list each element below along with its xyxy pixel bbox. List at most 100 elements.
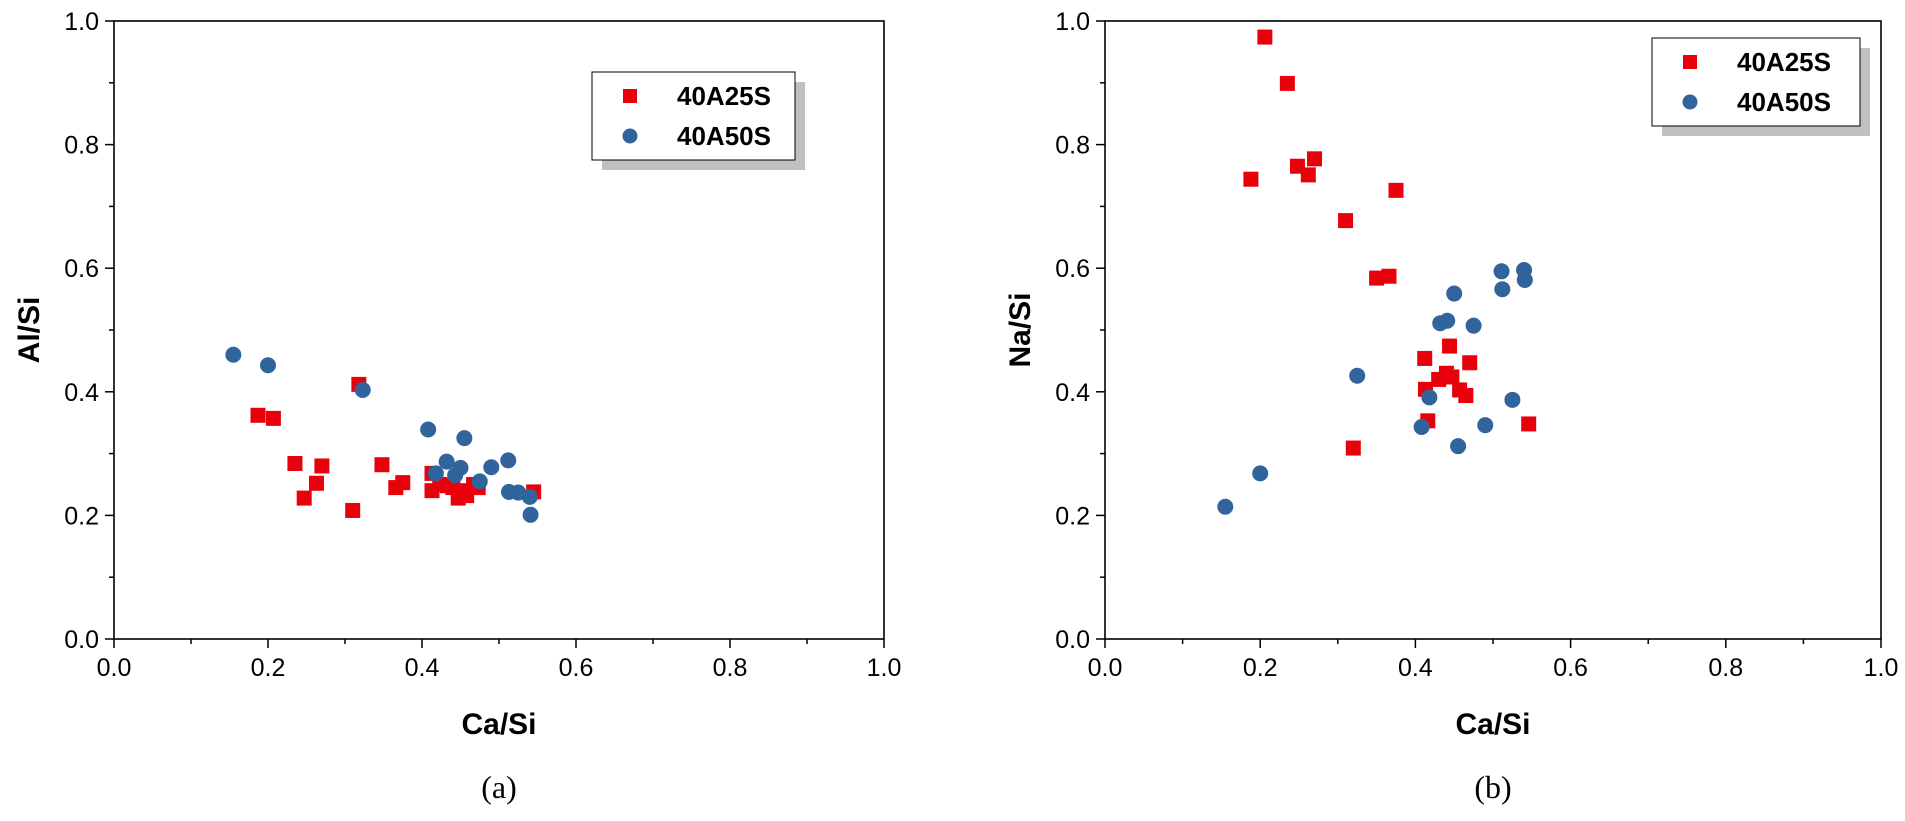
y-tick-label: 0.6 [64,255,99,283]
x-tick-label: 0.0 [97,654,132,682]
data-point-square [374,457,390,473]
series-40A50S [225,346,539,523]
data-point-circle [225,346,242,363]
y-tick-label: 1.0 [64,8,99,36]
data-point-square [395,475,411,491]
data-point-circle [452,459,469,476]
legend: 40A25S 40A50S [591,71,805,170]
data-point-square [1417,350,1433,366]
data-point-square [1442,338,1458,354]
legend-label: 40A50S [1737,87,1831,117]
data-point-square [1345,440,1361,456]
data-point-circle [1465,317,1482,334]
y-tick-label: 1.0 [1055,8,1090,36]
data-point-circle [500,452,517,469]
data-point-circle [483,459,500,476]
x-tick-label: 0.8 [713,654,748,682]
data-point-circle [260,357,276,374]
data-point-square [1338,213,1354,229]
data-point-circle [427,465,444,482]
series-40A50S [1217,262,1533,515]
data-point-square [1381,268,1397,284]
data-point-circle [420,421,437,438]
y-tick-label: 0.4 [1055,379,1090,407]
data-point-square [1521,416,1537,432]
data-point-circle [1477,417,1494,434]
data-point-circle [1516,271,1533,288]
data-point-square [1257,29,1273,45]
legend: 40A25S 40A50S [1651,37,1870,136]
x-axis-title: Ca/Si [461,708,536,741]
y-tick-label: 0.2 [64,502,99,530]
data-point-square [1388,182,1404,198]
data-point-square [250,407,266,423]
data-point-square [345,502,361,518]
legend-box [591,71,796,161]
legend-label: 40A50S [677,121,771,151]
panel-caption: (a) [481,769,517,805]
y-tick-label: 0.8 [64,132,99,160]
legend-label: 40A25S [677,81,771,111]
data-point-circle [1252,465,1269,482]
x-axis-title: Ca/Si [1455,708,1530,741]
chart-panel-1: 0.0 0.2 0.4 0.6 0.8 1.0 0.0 0.2 0.4 0.6 0.8 1.0 Ca/S… [13,8,901,805]
data-point-circle [1450,438,1467,455]
series-40A25S [250,376,542,518]
data-point-square [265,410,281,426]
x-tick-label: 0.0 [1088,654,1123,682]
x-tick-label: 1.0 [867,654,902,682]
data-point-circle [1217,498,1234,515]
x-tick-label: 0.6 [1553,654,1588,682]
data-point-square [1279,75,1295,91]
data-point-circle [354,381,371,398]
series-40A25S [1243,29,1537,456]
data-point-circle [1421,389,1438,406]
y-tick-label: 0.4 [64,379,99,407]
x-tick-label: 0.6 [559,654,594,682]
legend-box [1651,37,1861,127]
y-tick-label: 0.0 [1055,626,1090,654]
data-point-circle [1493,263,1510,280]
x-tick-label: 0.8 [1708,654,1743,682]
panel-caption: (b) [1474,769,1511,805]
data-point-square [287,455,303,471]
y-tick-label: 0.0 [64,626,99,654]
data-point-circle [1446,285,1463,302]
x-tick-label: 0.2 [251,654,286,682]
data-point-square [1369,270,1385,286]
x-tick-label: 0.4 [405,654,440,682]
data-point-square [1462,355,1478,371]
data-point-circle [522,506,539,523]
x-tick-label: 1.0 [1864,654,1899,682]
data-point-square [314,458,330,474]
data-point-circle [521,488,538,505]
legend-label: 40A25S [1737,47,1831,77]
y-tick-label: 0.6 [1055,255,1090,283]
data-point-circle [456,430,473,447]
data-point-circle [471,473,488,490]
y-tick-label: 0.8 [1055,132,1090,160]
y-axis-title: Na/Si [1004,292,1037,367]
data-point-square [1307,151,1323,167]
y-axis-title: Al/Si [13,297,46,364]
data-point-square [1458,388,1474,404]
legend-marker-square [1683,55,1697,69]
x-tick-label: 0.4 [1398,654,1433,682]
data-point-circle [1439,312,1456,329]
data-point-circle [1349,367,1366,384]
data-point-circle [1413,419,1430,436]
data-point-square [1300,167,1316,183]
legend-marker-circle [622,128,638,144]
data-point-circle [1504,391,1521,408]
data-point-circle [438,453,455,470]
data-point-square [1444,369,1460,385]
legend-marker-circle [1682,94,1698,110]
legend-marker-square [623,89,637,103]
data-point-square [309,475,325,491]
data-point-square [296,490,312,506]
chart-panel-2: 0.0 0.2 0.4 0.6 0.8 1.0 0.0 0.2 0.4 0.6 0.8 1.0 Ca/S… [1004,8,1898,805]
data-point-circle [1494,281,1511,298]
data-point-square [1243,171,1259,187]
x-tick-label: 0.2 [1243,654,1278,682]
